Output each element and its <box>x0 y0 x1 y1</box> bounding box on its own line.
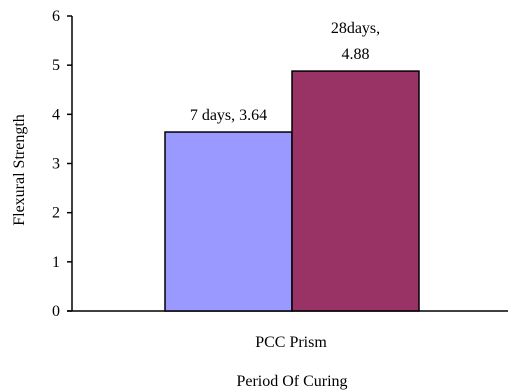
bars <box>164 70 420 312</box>
x-tick-label: PCC Prism <box>255 334 327 351</box>
y-tick-label: 5 <box>52 57 60 74</box>
x-axis: PCC Prism <box>67 310 508 351</box>
y-axis: 0 1 2 3 4 5 6 <box>52 8 73 320</box>
bar <box>291 70 420 312</box>
data-label: 7 days, 3.64 <box>190 107 267 124</box>
y-tick-label: 0 <box>52 303 60 320</box>
y-tick-label: 4 <box>52 106 60 123</box>
y-tick-label: 6 <box>52 8 60 25</box>
bar <box>164 131 293 312</box>
y-axis-title: Flexural Strength <box>11 114 28 226</box>
y-tick-label: 2 <box>52 205 60 222</box>
data-label: 4.88 <box>342 46 370 63</box>
x-axis-title: Period Of Curing <box>236 373 347 390</box>
y-tick-label: 3 <box>52 156 60 173</box>
y-tick-label: 1 <box>52 254 60 271</box>
data-labels: 7 days, 3.64 28days, 4.88 <box>190 20 380 124</box>
data-label: 28days, <box>331 20 380 37</box>
